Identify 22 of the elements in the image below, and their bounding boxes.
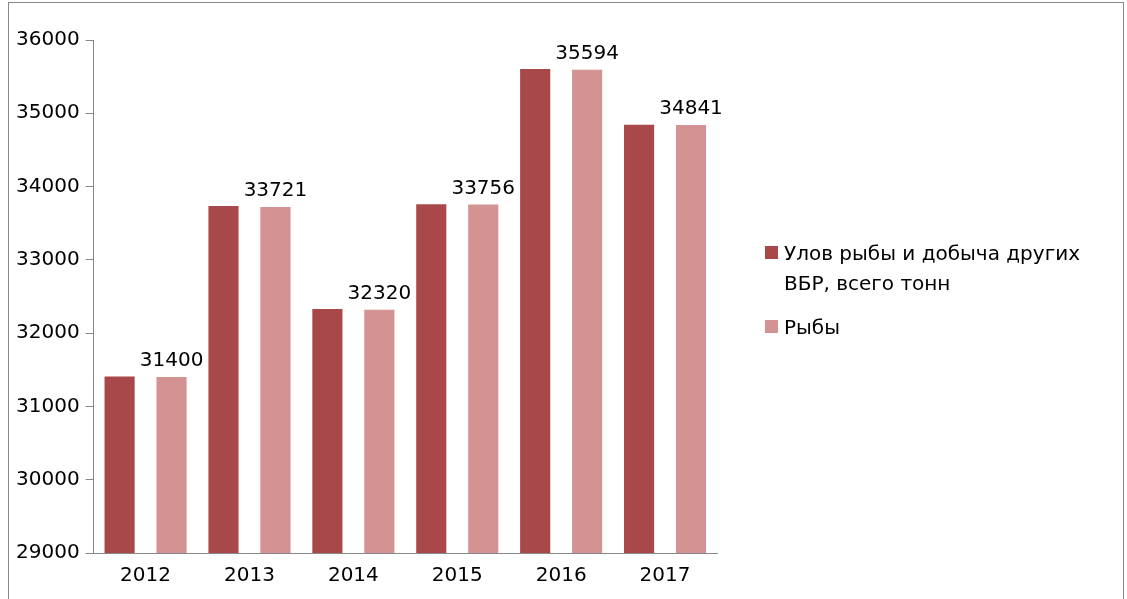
x-tick-label: 2016 [535, 562, 587, 587]
y-tick-label: 34000 [16, 172, 80, 197]
y-tick-label: 36000 [16, 26, 80, 51]
y-tick-label: 30000 [16, 465, 80, 490]
data-label: 32320 [347, 279, 412, 304]
legend-label: Рыбы [784, 314, 840, 341]
data-label: 33721 [243, 177, 308, 202]
data-label: 33756 [451, 174, 516, 199]
x-tick-label: 2012 [120, 562, 172, 587]
x-tick-label: 2013 [224, 562, 275, 587]
data-label: 34841 [659, 95, 723, 120]
data-label: 35594 [555, 39, 619, 64]
y-tick-label: 35000 [16, 99, 80, 124]
legend-label: Улов рыбы и добыча других ВБР, всего тонн [784, 240, 1081, 297]
x-tick-label: 2015 [431, 562, 483, 587]
y-tick-label: 32000 [16, 319, 80, 344]
y-tick-label: 29000 [16, 539, 80, 564]
y-tick-label: 33000 [16, 246, 80, 271]
y-tick-label: 31000 [16, 392, 80, 417]
data-label: 31400 [139, 347, 204, 372]
x-tick-label: 2017 [639, 562, 691, 587]
x-tick-label: 2014 [327, 562, 379, 587]
